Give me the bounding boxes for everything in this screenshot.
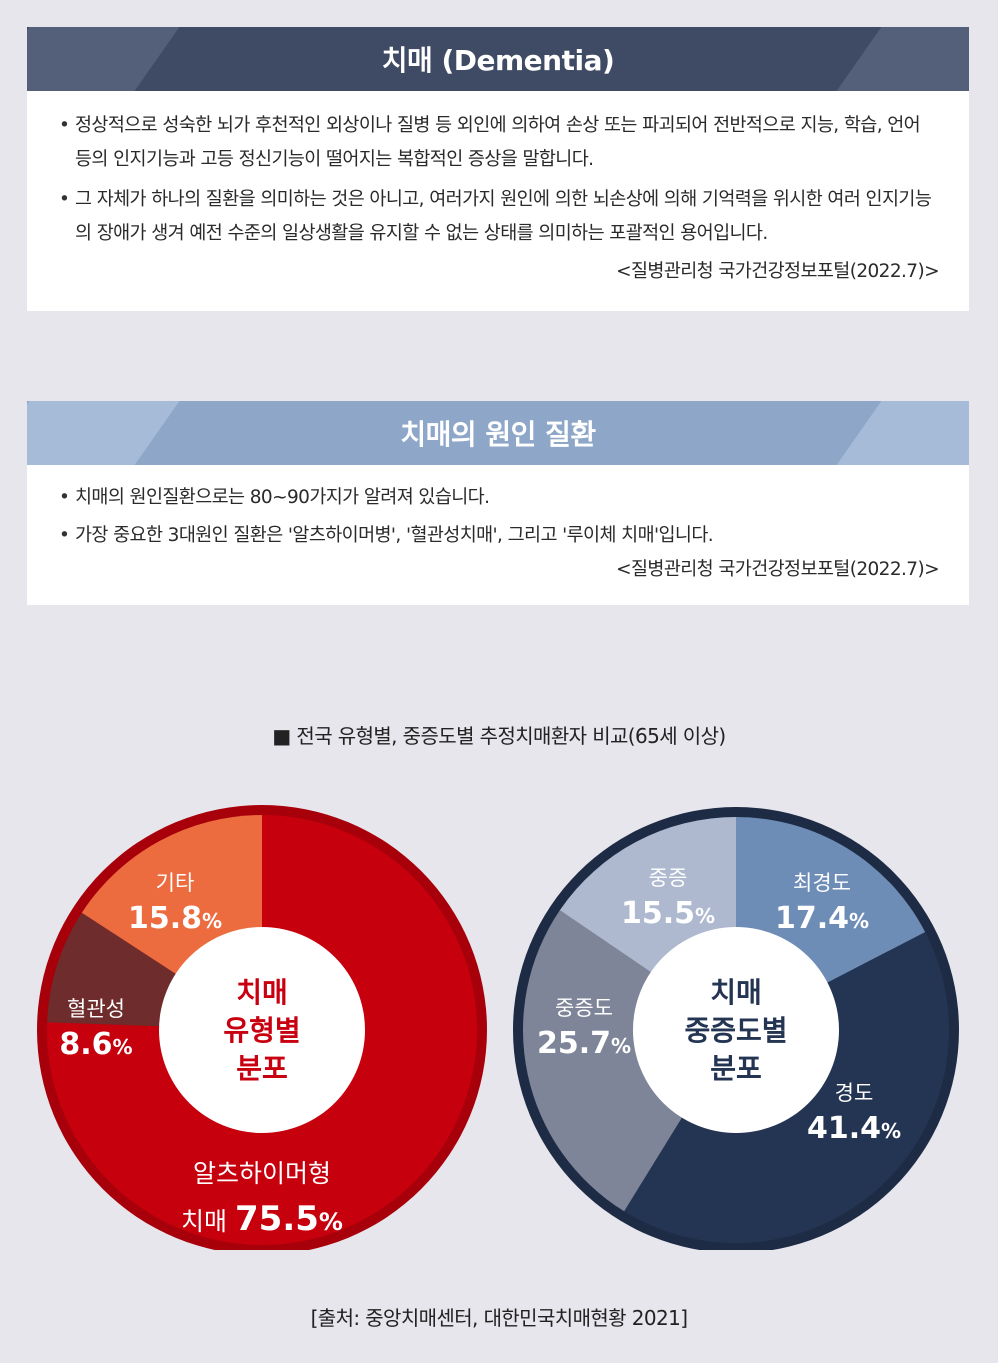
dementia-bullet-list: 정상적으로 성숙한 뇌가 후천적인 외상이나 질병 등 외인에 의하여 손상 또…: [57, 109, 939, 251]
donut-center-label: 분포: [710, 1052, 762, 1085]
donut-center-label: 치매: [236, 976, 288, 1009]
cause-bullet-1: 치매의 원인질환으로는 80~90가지가 알려져 있습니다.: [57, 481, 939, 515]
slice-label: 중증도: [555, 996, 613, 1020]
slice-value: 17.4%: [775, 901, 869, 936]
header-stripe-left: [27, 401, 180, 465]
slice-value: 41.4%: [807, 1111, 901, 1146]
donut-slice-중증도: [523, 910, 736, 1212]
slice-label: 최경도: [793, 871, 851, 895]
cause-bullet-2: 가장 중요한 3대원인 질환은 '알츠하이머병', '혈관성치매', 그리고 '…: [57, 519, 939, 553]
dementia-bullet-2: 그 자체가 하나의 질환을 의미하는 것은 아니고, 여러가지 원인에 의한 뇌…: [57, 183, 939, 251]
slice-label: 혈관성: [67, 997, 125, 1021]
donut-center-label: 중증도별: [684, 1014, 787, 1047]
header-stripe-right: [836, 401, 969, 465]
header-stripe-left: [27, 27, 180, 91]
cause-card: 치매의 원인 질환 치매의 원인질환으로는 80~90가지가 알려져 있습니다.…: [27, 401, 969, 605]
slice-label: 기타: [156, 871, 195, 895]
footer-source: [출처: 중앙치매센터, 대한민국치매현황 2021]: [310, 1306, 688, 1330]
chart-section-title: ■ 전국 유형별, 중증도별 추정치매환자 비교(65세 이상): [272, 724, 726, 748]
cause-card-source: <질병관리청 국가건강정보포털(2022.7)>: [616, 559, 940, 580]
donut-center-label: 유형별: [223, 1014, 300, 1047]
dementia-card-title: 치매 (Dementia): [381, 44, 615, 77]
dementia-card-header: 치매 (Dementia): [27, 27, 969, 91]
cause-card-body: 치매의 원인질환으로는 80~90가지가 알려져 있습니다. 가장 중요한 3대…: [27, 465, 969, 605]
dementia-card: 치매 (Dementia) 정상적으로 성숙한 뇌가 후천적인 외상이나 질병 …: [27, 27, 969, 311]
slice-value: 15.5%: [621, 896, 715, 931]
donut-hole: [633, 927, 839, 1133]
slice-value: 15.8%: [128, 901, 222, 936]
slice-label: 경도: [835, 1081, 874, 1105]
slice-value: 25.7%: [537, 1026, 631, 1061]
donut-center-label: 치매: [710, 976, 762, 1009]
cause-card-title: 치매의 원인 질환: [400, 418, 596, 451]
cause-bullet-list: 치매의 원인질환으로는 80~90가지가 알려져 있습니다. 가장 중요한 3대…: [57, 481, 939, 553]
dementia-card-body: 정상적으로 성숙한 뇌가 후천적인 외상이나 질병 등 외인에 의하여 손상 또…: [27, 91, 969, 311]
header-stripe-right: [836, 27, 969, 91]
slice-value: 치매 75.5%: [181, 1199, 343, 1239]
cause-card-header: 치매의 원인 질환: [27, 401, 969, 465]
slice-label: 알츠하이머형: [193, 1159, 331, 1188]
slice-label: 중증: [649, 866, 688, 890]
dementia-bullet-1: 정상적으로 성숙한 뇌가 후천적인 외상이나 질병 등 외인에 의하여 손상 또…: [57, 109, 939, 177]
dementia-card-source: <질병관리청 국가건강정보포털(2022.7)>: [616, 261, 940, 282]
donut-hole: [159, 927, 365, 1133]
slice-value: 8.6%: [59, 1027, 132, 1062]
donut-center-label: 분포: [236, 1052, 288, 1085]
